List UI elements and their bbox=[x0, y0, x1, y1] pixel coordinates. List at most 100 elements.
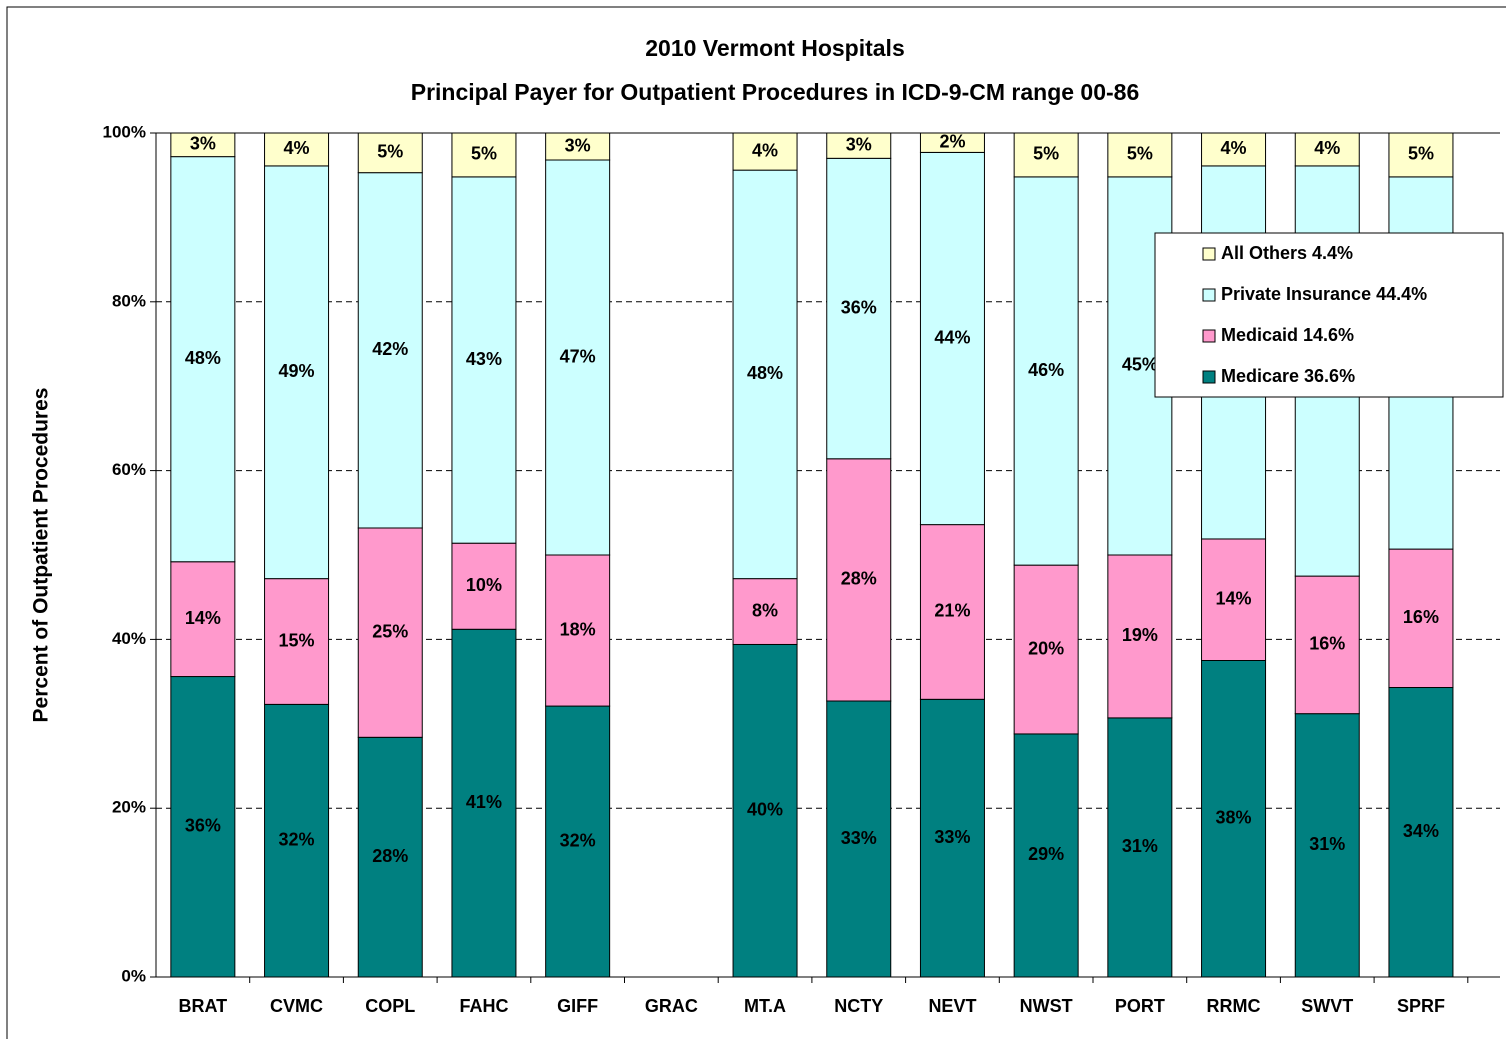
data-label: 42% bbox=[372, 339, 408, 359]
data-label: 16% bbox=[1309, 634, 1345, 654]
x-tick-label: GIFF bbox=[557, 996, 598, 1016]
data-label: 49% bbox=[279, 361, 315, 381]
bar-segment bbox=[1388, 132, 1454, 178]
bar-segment bbox=[1107, 554, 1173, 719]
bar-segment bbox=[1388, 687, 1454, 978]
data-label: 43% bbox=[466, 349, 502, 369]
data-label: 40% bbox=[747, 799, 783, 819]
x-tick-label: GRAC bbox=[645, 996, 698, 1016]
bar-segment bbox=[264, 132, 330, 167]
data-label: 15% bbox=[279, 630, 315, 650]
data-label: 41% bbox=[466, 792, 502, 812]
data-label: 3% bbox=[846, 134, 872, 154]
y-tick-label: 40% bbox=[112, 629, 146, 648]
data-label: 5% bbox=[377, 142, 403, 162]
x-tick-label: PORT bbox=[1115, 996, 1165, 1016]
bar-segment bbox=[451, 628, 517, 978]
bar-segment bbox=[826, 458, 892, 702]
chart-subtitle: Principal Payer for Outpatient Procedure… bbox=[411, 79, 1140, 105]
x-tick-label: BRAT bbox=[179, 996, 228, 1016]
bar-segment bbox=[545, 159, 611, 556]
bar-segment bbox=[826, 157, 892, 460]
legend-label: Medicaid 14.6% bbox=[1221, 325, 1354, 345]
bar-segment bbox=[1201, 538, 1267, 661]
x-tick-label: SWVT bbox=[1301, 996, 1353, 1016]
bar-segment bbox=[1107, 717, 1173, 978]
data-label: 8% bbox=[752, 600, 778, 620]
data-label: 47% bbox=[560, 346, 596, 366]
data-label: 4% bbox=[284, 138, 310, 158]
bar-segment bbox=[1294, 575, 1360, 715]
bar-segment bbox=[545, 554, 611, 707]
bar-segment bbox=[732, 169, 798, 580]
data-label: 4% bbox=[1314, 138, 1340, 158]
data-label: 45% bbox=[1122, 355, 1158, 375]
data-label: 18% bbox=[560, 619, 596, 639]
x-tick-label: MT.A bbox=[744, 996, 786, 1016]
data-label: 36% bbox=[841, 297, 877, 317]
x-tick-label: FAHC bbox=[459, 996, 508, 1016]
legend-swatch bbox=[1202, 329, 1216, 343]
data-label: 33% bbox=[934, 827, 970, 847]
data-label: 14% bbox=[185, 608, 221, 628]
bar-segment bbox=[451, 176, 517, 544]
bar-segment bbox=[826, 700, 892, 978]
bar-segment bbox=[264, 703, 330, 978]
data-label: 20% bbox=[1028, 638, 1064, 658]
bar-segment bbox=[919, 698, 985, 978]
data-label: 5% bbox=[1033, 144, 1059, 164]
bar-segment bbox=[264, 578, 330, 705]
bar-segment bbox=[1013, 132, 1079, 178]
data-label: 44% bbox=[934, 327, 970, 347]
data-label: 3% bbox=[190, 134, 216, 154]
bar-segment bbox=[1294, 713, 1360, 978]
x-tick-label: RRMC bbox=[1207, 996, 1261, 1016]
data-label: 48% bbox=[747, 363, 783, 383]
data-label: 31% bbox=[1122, 836, 1158, 856]
data-label: 28% bbox=[372, 846, 408, 866]
x-tick-label: SPRF bbox=[1397, 996, 1445, 1016]
bar-segment bbox=[732, 643, 798, 978]
data-label: 4% bbox=[752, 140, 778, 160]
data-label: 25% bbox=[372, 621, 408, 641]
data-label: 48% bbox=[185, 348, 221, 368]
legend-label: Private Insurance 44.4% bbox=[1221, 284, 1427, 304]
bar-segment bbox=[826, 132, 892, 159]
data-label: 34% bbox=[1403, 821, 1439, 841]
bar-segment bbox=[170, 156, 236, 563]
legend-label: Medicare 36.6% bbox=[1221, 366, 1355, 386]
data-label: 21% bbox=[934, 601, 970, 621]
bar-segment bbox=[170, 676, 236, 978]
bar-segment bbox=[919, 524, 985, 700]
data-label: 10% bbox=[466, 575, 502, 595]
bar-segment bbox=[545, 132, 611, 161]
data-label: 16% bbox=[1403, 607, 1439, 627]
data-label: 29% bbox=[1028, 844, 1064, 864]
bar-segment bbox=[170, 132, 236, 158]
chart-title: 2010 Vermont Hospitals bbox=[645, 35, 905, 61]
bar-segment bbox=[545, 705, 611, 978]
bar-segment bbox=[1013, 733, 1079, 978]
y-axis-label: Percent of Outpatient Procedures bbox=[30, 388, 53, 723]
x-tick-label: NCTY bbox=[834, 996, 883, 1016]
bar-segment bbox=[1294, 132, 1360, 167]
y-tick-label: 60% bbox=[112, 460, 146, 479]
data-label: 5% bbox=[1408, 144, 1434, 164]
data-label: 5% bbox=[1127, 144, 1153, 164]
data-label: 38% bbox=[1216, 808, 1252, 828]
data-label: 32% bbox=[279, 829, 315, 849]
y-tick-label: 80% bbox=[112, 291, 146, 310]
data-label: 28% bbox=[841, 569, 877, 589]
bar-segment bbox=[1201, 132, 1267, 167]
bar-segment bbox=[451, 132, 517, 178]
bar-segment bbox=[732, 132, 798, 171]
legend-swatch bbox=[1202, 370, 1216, 384]
x-tick-label: COPL bbox=[365, 996, 415, 1016]
legend-swatch bbox=[1202, 247, 1216, 261]
bar-segment bbox=[451, 542, 517, 630]
x-tick-label: NWST bbox=[1020, 996, 1073, 1016]
data-label: 5% bbox=[471, 144, 497, 164]
data-label: 33% bbox=[841, 828, 877, 848]
y-tick-label: 100% bbox=[103, 122, 146, 141]
